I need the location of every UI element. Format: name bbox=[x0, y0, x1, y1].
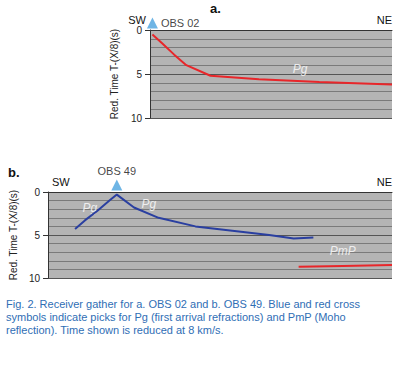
svg-text:SW: SW bbox=[128, 13, 146, 26]
svg-text:PmP: PmP bbox=[330, 244, 356, 258]
svg-text:Pg: Pg bbox=[293, 62, 308, 76]
svg-text:10: 10 bbox=[29, 273, 41, 284]
svg-text:10: 10 bbox=[131, 113, 143, 124]
svg-text:Pg: Pg bbox=[141, 197, 156, 211]
svg-text:Pg: Pg bbox=[82, 201, 98, 216]
svg-text:0: 0 bbox=[34, 187, 40, 198]
svg-text:Red. Time T-(X/8)(s): Red. Time T-(X/8)(s) bbox=[8, 190, 19, 280]
svg-text:SW: SW bbox=[52, 176, 70, 188]
svg-text:NE: NE bbox=[377, 14, 392, 26]
svg-text:OBS 49: OBS 49 bbox=[98, 165, 137, 177]
html-text:Fig. 2. Receiver gather for a.: Fig. 2. Receiver gather for a. OBS 02 an… bbox=[6, 298, 360, 336]
svg-text:5: 5 bbox=[34, 230, 40, 241]
svg-text:b.: b. bbox=[8, 165, 20, 180]
svg-text:NE: NE bbox=[377, 176, 392, 188]
svg-text:5: 5 bbox=[136, 69, 142, 80]
svg-text:Red. Time T-(X/8)(s): Red. Time T-(X/8)(s) bbox=[109, 29, 120, 119]
svg-text:0: 0 bbox=[136, 25, 142, 36]
svg-text:OBS 02: OBS 02 bbox=[161, 17, 200, 29]
svg-text:a.: a. bbox=[210, 1, 221, 16]
